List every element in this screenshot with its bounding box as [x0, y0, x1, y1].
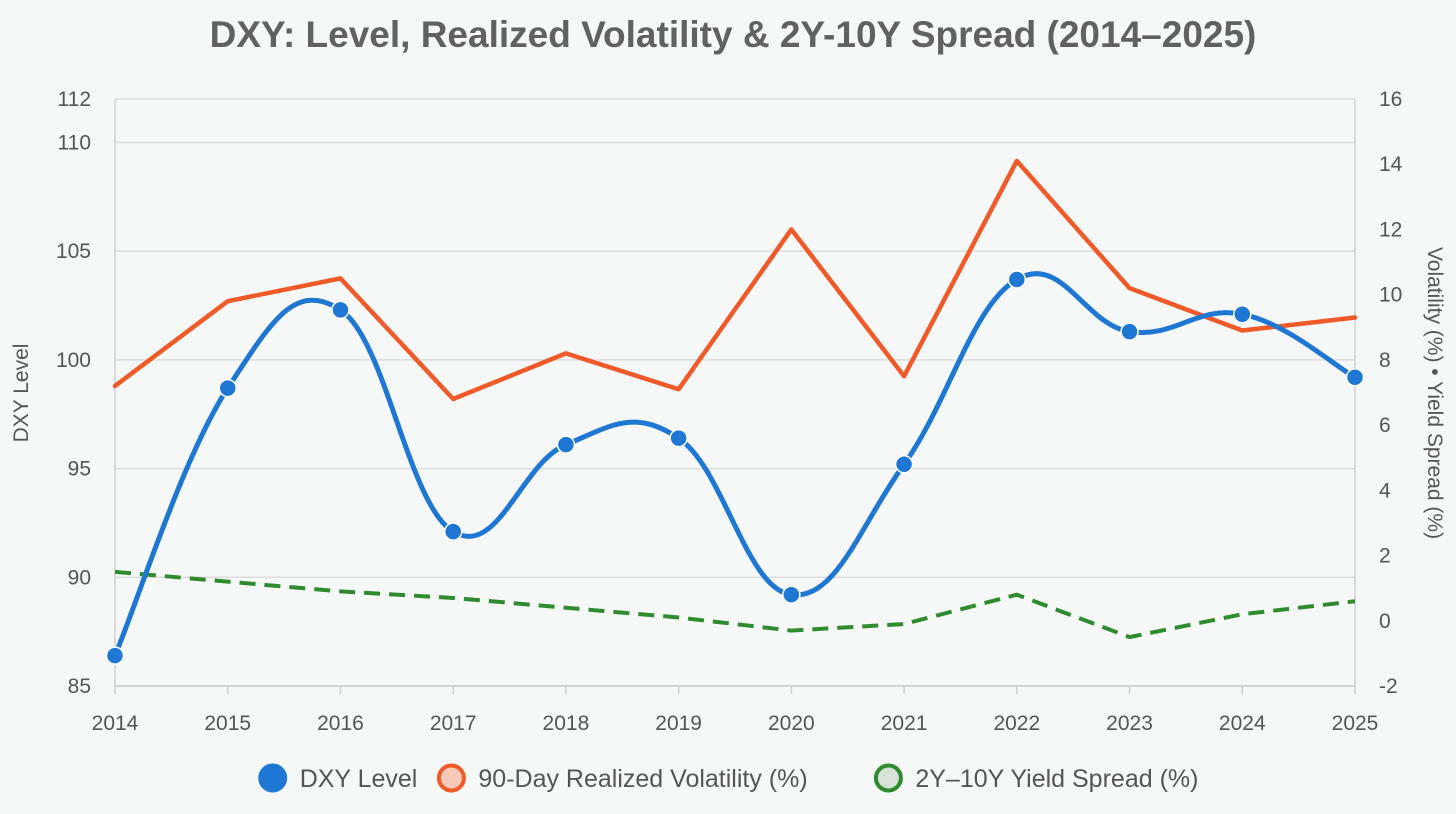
chart-title: DXY: Level, Realized Volatility & 2Y-10Y… [210, 14, 1257, 55]
x-tick-label: 2025 [1332, 712, 1379, 735]
y-right-tick-label: 10 [1379, 284, 1402, 307]
y-right-axis-title: Volatility (%) • Yield Spread (%) [1423, 247, 1446, 539]
legend: DXY Level 90-Day Realized Volatility (%) 2… [258, 763, 1198, 793]
y-left-tick-label: 85 [68, 675, 91, 698]
x-tick-label: 2016 [317, 712, 364, 735]
y-right-tick-label: -2 [1379, 675, 1398, 698]
x-tick-label: 2017 [430, 712, 477, 735]
y-left-tick-label: 110 [58, 131, 91, 154]
legend-item-1: 90-Day Realized Volatility (%) [436, 763, 808, 793]
x-tick-label: 2021 [881, 712, 928, 735]
data-point [669, 428, 688, 448]
data-point [1345, 368, 1365, 387]
series-layer [105, 158, 1365, 665]
y-left-tick-label: 95 [68, 458, 91, 481]
x-tick-label: 2015 [204, 712, 251, 735]
data-point [443, 522, 463, 541]
y-left-axis-title: DXY Level [10, 344, 33, 443]
series-line [112, 271, 1358, 659]
y-left-tick-label: 90 [68, 566, 91, 589]
y-right-tick-label: 8 [1379, 349, 1391, 372]
data-point [218, 378, 237, 398]
series-line [114, 569, 1356, 640]
y-left-tick-label: 100 [56, 349, 91, 372]
legend-marker [873, 763, 903, 793]
x-tick-label: 2023 [1106, 712, 1153, 735]
data-point [1120, 322, 1139, 341]
x-tick-label: 2022 [993, 712, 1040, 735]
series-2 [114, 569, 1356, 640]
legend-item-0: DXY Level [258, 763, 418, 793]
y-left-tick-label: 105 [56, 240, 91, 263]
legend-label: 90-Day Realized Volatility (%) [478, 765, 807, 793]
data-point [556, 435, 576, 454]
data-point [105, 646, 125, 665]
x-tick-label: 2019 [655, 712, 702, 735]
x-tick-label: 2020 [768, 712, 815, 735]
y-left-tick-label: 112 [58, 88, 91, 111]
legend-marker [258, 763, 288, 793]
x-tick-label: 2018 [543, 712, 590, 735]
y-right-tick-label: 16 [1379, 88, 1402, 111]
legend-marker [436, 763, 466, 793]
legend-label: 2Y–10Y Yield Spread (%) [915, 765, 1198, 793]
data-point [1007, 270, 1027, 289]
data-point [782, 585, 801, 604]
y-right-tick-label: 2 [1379, 545, 1391, 568]
grid [115, 98, 1355, 687]
y-right-tick-label: 0 [1379, 610, 1391, 633]
x-tick-label: 2024 [1219, 712, 1266, 735]
legend-label: DXY Level [300, 765, 418, 793]
y-right-tick-label: 14 [1379, 153, 1403, 176]
data-point [1233, 304, 1252, 324]
x-tick-label: 2014 [92, 712, 139, 735]
y-right-tick-label: 4 [1379, 479, 1391, 502]
axes: 85 90 95 100 105 110 112 -2 0 2 4 6 8 10 12 14 16 2014 201… [56, 88, 1403, 735]
y-right-tick-label: 6 [1379, 414, 1391, 437]
series-line [112, 158, 1358, 402]
series-1 [112, 158, 1358, 402]
legend-item-2: 2Y–10Y Yield Spread (%) [873, 763, 1198, 793]
data-point [894, 454, 914, 474]
data-point [331, 300, 350, 320]
y-right-tick-label: 12 [1379, 218, 1402, 241]
series-0 [105, 270, 1365, 665]
